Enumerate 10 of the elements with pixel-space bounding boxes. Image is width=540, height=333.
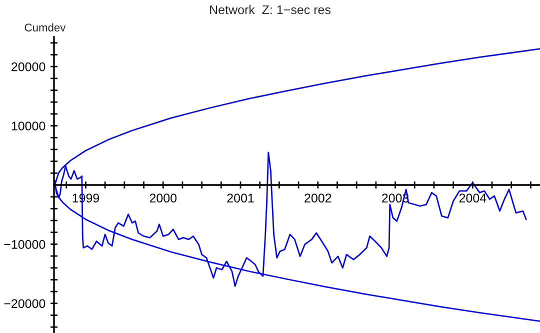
y-tick-label: −20000 — [4, 299, 46, 308]
x-tick-label: 2002 — [304, 194, 332, 202]
x-tick-label: 2004 — [459, 194, 486, 202]
chart-title: Network Z: 1−sec res — [210, 4, 331, 14]
y-tick-label: 20000 — [12, 62, 46, 72]
x-tick-label: 2000 — [150, 194, 177, 202]
y-tick-label: 10000 — [12, 122, 46, 130]
y-axis-title: Cumdev — [24, 23, 66, 32]
x-tick-label: 2001 — [227, 194, 254, 202]
y-tick-label: −10000 — [4, 240, 46, 249]
